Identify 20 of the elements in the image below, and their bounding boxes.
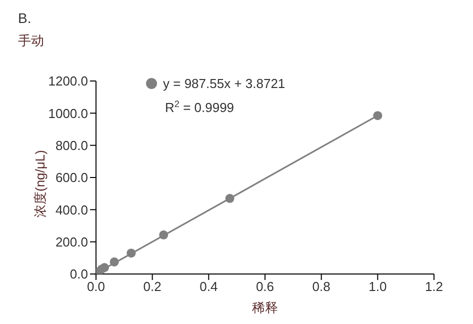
legend-label: y = 987.55x + 3.8721 xyxy=(163,76,286,91)
annotation: R$^{2}$ = 0.9999 xyxy=(165,99,234,115)
x-tick-label: 1.0 xyxy=(368,279,387,294)
y-tick-label: 800.0 xyxy=(55,138,88,153)
y-tick-label: 600.0 xyxy=(55,170,88,186)
y-tick-label: 1000.0 xyxy=(48,106,88,121)
y-axis-title: 浓度(ng/μL) xyxy=(32,150,48,218)
x-tick-label: 1.2 xyxy=(424,279,444,294)
x-tick-label: 0.0 xyxy=(86,279,106,294)
y-tick-label: 400.0 xyxy=(55,202,88,218)
x-tick-label: 0.6 xyxy=(256,279,274,294)
x-axis-title: 稀释 xyxy=(252,300,278,315)
y-tick-label: 200.0 xyxy=(55,234,88,250)
y-tick-label: 1200.0 xyxy=(48,74,88,89)
x-tick-label: 0.8 xyxy=(312,279,330,294)
x-tick-label: 0.4 xyxy=(200,279,218,294)
chart-title: B. xyxy=(18,10,32,26)
y-tick-label: 0.0 xyxy=(70,266,88,282)
x-tick-label: 0.2 xyxy=(143,279,162,294)
chart-subtitle: 手动 xyxy=(18,32,44,50)
